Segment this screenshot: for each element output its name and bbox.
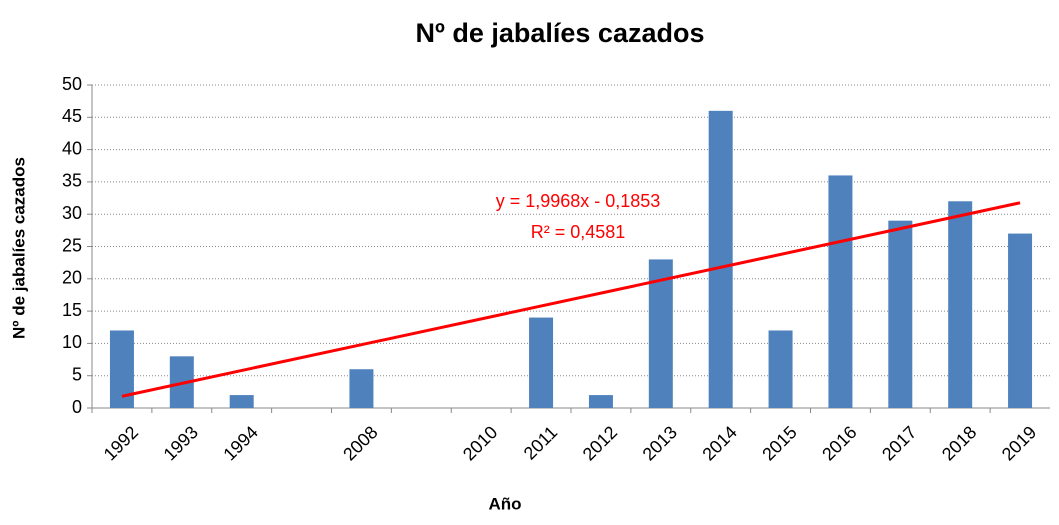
x-tick-label: 2010 — [459, 422, 501, 464]
bar — [229, 395, 254, 408]
bar — [948, 201, 973, 408]
bar — [768, 330, 793, 408]
y-tick-label: 45 — [62, 106, 82, 126]
y-tick-label: 50 — [62, 74, 82, 94]
x-tick-label: 2011 — [520, 422, 562, 464]
y-tick-label: 40 — [62, 138, 82, 158]
x-tick-label: 2014 — [698, 422, 740, 464]
x-tick-label: 2013 — [639, 422, 681, 464]
y-tick-label: 20 — [62, 268, 82, 288]
y-tick-label: 25 — [62, 235, 82, 255]
bar — [349, 369, 374, 408]
y-tick-label: 10 — [62, 332, 82, 352]
x-tick-label: 2017 — [878, 422, 920, 464]
y-tick-label: 30 — [62, 203, 82, 223]
x-tick-label: 2018 — [938, 422, 980, 464]
bar — [588, 395, 613, 408]
x-tick-label: 2015 — [758, 422, 800, 464]
bar — [828, 175, 853, 408]
x-tick-label: 1992 — [100, 422, 142, 464]
y-tick-label: 15 — [62, 300, 82, 320]
trendline — [121, 201, 1021, 398]
trendline-equation: y = 1,9968x - 0,1853 — [496, 191, 661, 211]
bar — [888, 220, 913, 408]
bar — [529, 317, 554, 408]
y-axis-label: Nº de jabalíes cazados — [9, 157, 28, 339]
trendline-r2: R² = 0,4581 — [531, 222, 626, 242]
x-tick-label: 2019 — [998, 422, 1040, 464]
bar — [648, 259, 673, 408]
x-tick-label: 2016 — [818, 422, 860, 464]
x-axis-label: Año — [488, 494, 521, 513]
y-tick-label: 35 — [62, 171, 82, 191]
x-tick-label: 1994 — [219, 422, 261, 464]
x-tick-label: 2012 — [579, 422, 621, 464]
x-tick-label: 1993 — [160, 422, 202, 464]
x-tick-label: 2008 — [339, 422, 381, 464]
bar — [1008, 233, 1033, 408]
bar — [708, 110, 733, 408]
bar — [109, 330, 134, 408]
y-tick-label: 0 — [72, 397, 82, 417]
chart-title: Nº de jabalíes cazados — [416, 18, 705, 48]
y-tick-label: 5 — [72, 364, 82, 384]
